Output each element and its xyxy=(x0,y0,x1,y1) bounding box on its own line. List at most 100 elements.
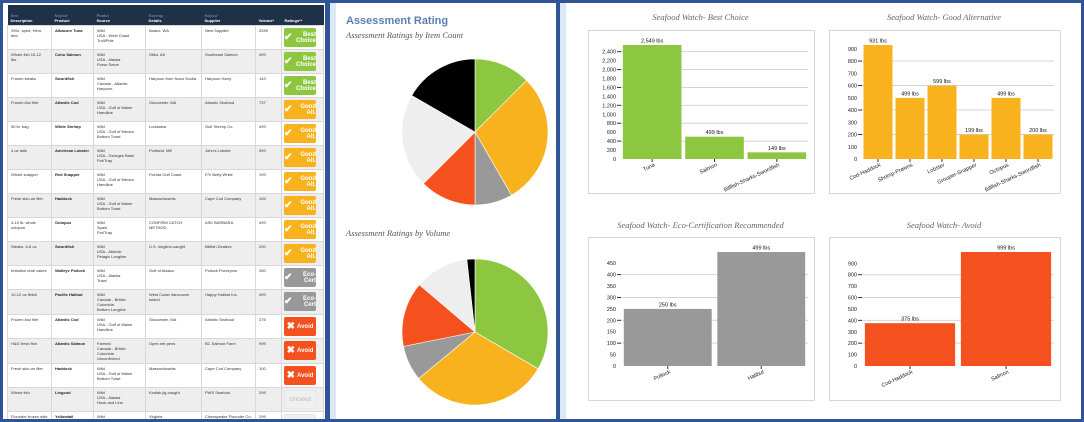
sourcing-details-cell: Ilwaco, WA xyxy=(145,25,202,50)
y-tick-label: 2,200 xyxy=(602,59,616,65)
source-line: Troll/Pole xyxy=(97,38,114,43)
rating-badge-eco[interactable]: ✔ Eco-Cert xyxy=(284,292,316,311)
column-header[interactable]: Item Description xyxy=(7,5,52,26)
seafood-supplier-cell: Gulf Shrimp Co. xyxy=(201,121,256,146)
table-row: Frozen steaks Swordfish Wild Canada - Atlan… xyxy=(7,73,324,98)
bar-chart-avoid: 0 100 200 300 400 500 600 700 800 900 375 lbs Cod-H… xyxy=(848,246,1054,389)
table-row: SHU, sped, Heru, tem Albacore Tuna Wild USA… xyxy=(7,25,324,50)
column-header[interactable]: Volume* xyxy=(255,5,282,26)
rating-badge-good[interactable]: ✔ Good Alt. xyxy=(284,100,316,119)
rating-badge-unrated[interactable]: Unrated xyxy=(284,390,316,409)
volume-cell: 737 xyxy=(255,97,282,122)
rating-badge-good[interactable]: ✔ Good Alt. xyxy=(284,196,316,215)
checkmark-icon: ✔ xyxy=(284,79,293,91)
y-tick-label: 800 xyxy=(848,59,857,65)
pie-volume-title: Assessment Ratings by Volume xyxy=(346,228,451,238)
y-tick-label: 2,400 xyxy=(602,50,616,56)
x-category-label: Salmon xyxy=(699,162,718,175)
seafood-supplier-cell: Cape Cod Company xyxy=(201,363,256,388)
x-icon: ✖ xyxy=(286,369,295,381)
source-line: Pot/Trap xyxy=(97,158,113,163)
pie-slice-good-alternative: Good Alternative: 7 xyxy=(474,79,549,196)
table-row: H&G fresh fish Atlantic Salmon Farmed Canad… xyxy=(7,338,324,364)
rating-badge-good[interactable]: ✔ Good Alt. xyxy=(284,172,316,191)
column-header-label: Product xyxy=(54,18,70,23)
source-line: USA - Atlantic xyxy=(97,249,122,254)
rating-badge-best[interactable]: ✔ Best Choice xyxy=(284,76,316,95)
source-line: Wild xyxy=(97,124,105,129)
seafood-product-cell: Albacore Tuna xyxy=(51,25,94,50)
pie-slice-good-alternative: Good Alternative: 2928 xyxy=(418,331,539,406)
y-tick-label: 200 xyxy=(848,341,857,347)
rating-badge-best[interactable]: ✔ Best Choice xyxy=(284,52,316,71)
rating-label: Good Alt. xyxy=(300,127,316,140)
pie-slice-unrated: Unrated: 5 xyxy=(401,95,476,185)
rating-badge-good[interactable]: ✔ Good Alt. xyxy=(284,244,316,263)
rating-label: Avoid xyxy=(296,323,314,330)
bar-data-label: 200 lbs xyxy=(1029,128,1047,134)
rating-cell: ✔ Best Choice xyxy=(281,25,324,50)
column-header[interactable]: Seafood Supplier xyxy=(201,5,256,26)
y-tick-label: 900 xyxy=(848,261,857,267)
x-category-label: Octopus xyxy=(989,162,1010,176)
seafood-supplier-cell: John's Lobster xyxy=(201,145,256,170)
column-header-sub: Product xyxy=(96,13,110,18)
rating-badge-avoid[interactable]: ✖ Avoid xyxy=(284,317,316,336)
rating-badge-unrated[interactable]: Unrated xyxy=(284,414,316,419)
product-source-cell: Wild USA - Gulf of Maine Bottom Trawl xyxy=(93,363,146,388)
rating-badge-avoid[interactable]: ✖ Avoid xyxy=(284,366,316,385)
rating-cell: ✔ Good Alt. xyxy=(281,193,324,218)
rating-badge-good[interactable]: ✔ Good Alt. xyxy=(284,124,316,143)
rating-badge-avoid[interactable]: ✖ Avoid xyxy=(284,341,316,360)
y-tick-label: 700 xyxy=(848,284,857,290)
volume-cell: 100 xyxy=(255,363,282,388)
bar-data-label: 499 lbs xyxy=(901,91,919,97)
rating-label: Good Alt. xyxy=(300,223,316,236)
source-line: Spain xyxy=(97,225,108,230)
column-header[interactable]: Seafood Product xyxy=(51,5,94,26)
source-line: USA - Georges Bank xyxy=(97,153,135,158)
seafood-supplier-cell: New Supplier xyxy=(201,25,256,50)
x-category-label: Lobster xyxy=(927,162,946,175)
bar-chart-box-eco: 0 50 100 150 200 250 300 350 400 450 250 lbs Polloc… xyxy=(588,237,815,401)
y-tick-label: 450 xyxy=(607,261,616,267)
bar-salmon xyxy=(685,136,744,159)
bar-cod-haddock xyxy=(864,323,956,366)
rating-badge-best[interactable]: ✔ Best Choice xyxy=(284,28,316,47)
volume-cell: 499 xyxy=(255,289,282,315)
rating-badge-good[interactable]: ✔ Good Alt. xyxy=(284,148,316,167)
rating-badge-eco[interactable]: ✔ Eco-Cert xyxy=(284,268,316,287)
rating-label: Best Choice xyxy=(295,31,316,44)
column-header[interactable]: Sourcing Details xyxy=(145,5,202,26)
x-category-label: Tuna xyxy=(642,162,657,173)
checkmark-icon: ✔ xyxy=(284,295,293,307)
volume-cell: 275 xyxy=(255,314,282,339)
bar-data-label: 375 lbs xyxy=(901,317,919,323)
x-category-label: Cod-Haddock xyxy=(881,369,914,389)
bar-tuna xyxy=(622,45,682,159)
source-line: USA - Gulf of Maine xyxy=(97,322,133,327)
item-description-cell: Whole fish xyxy=(7,387,52,412)
sourcing-details-cell: Florida Gulf Coast xyxy=(145,169,202,194)
pie-slice-not-assessed: Not assessed: 4 xyxy=(411,58,476,133)
volume-cell: 499 xyxy=(255,49,282,74)
item-description-cell: Frozen 8oz filet xyxy=(7,314,52,339)
checkmark-icon: ✔ xyxy=(284,127,293,139)
item-description-cell: Imitation crab cakes xyxy=(7,265,52,290)
product-source-cell: Wild USA - Gulf of Maine Handline xyxy=(93,314,146,339)
rating-cell: Unrated xyxy=(281,411,324,419)
column-header[interactable]: Ratings** xyxy=(281,5,324,26)
y-tick-label: 100 xyxy=(607,341,616,347)
column-header[interactable]: Product Source xyxy=(93,5,146,26)
item-description-cell: Flounder frozen side xyxy=(7,411,52,419)
source-line: Canada - British Columbia xyxy=(97,297,126,307)
rating-badge-good[interactable]: ✔ Good Alt. xyxy=(284,220,316,239)
x-category-label: Pollock xyxy=(653,369,672,382)
volume-cell: 2549 xyxy=(255,25,282,50)
table-row: 50 lb. bag White Shrimp Wild USA - Gulf of … xyxy=(7,121,324,146)
bar-chart-best-choice: 0 200 400 600 800 1,000 1,200 1,400 1,600 1,800 2,… xyxy=(602,39,808,193)
source-line: USA - Gulf of Mexico xyxy=(97,129,135,134)
seafood-product-cell: White Shrimp xyxy=(51,121,94,146)
seafood-product-cell: Swordfish xyxy=(51,73,94,98)
sourcing-details-cell: Gulf of Alaska xyxy=(145,265,202,290)
